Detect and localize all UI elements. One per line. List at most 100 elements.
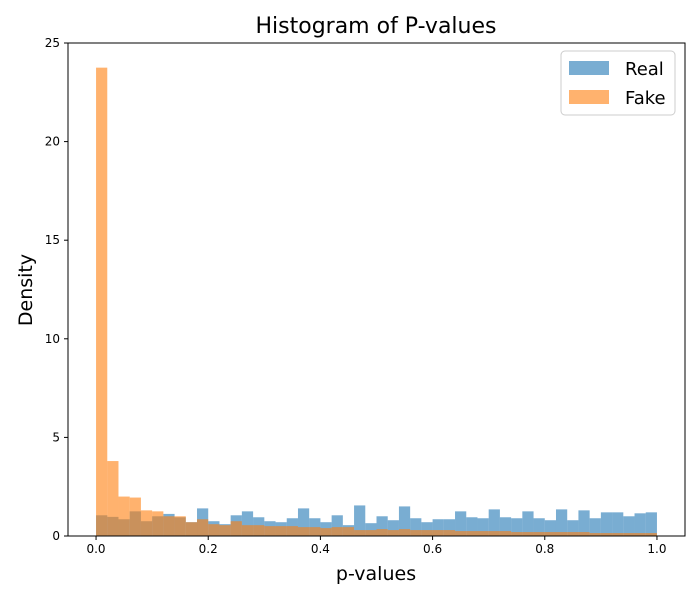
bar-fake <box>365 530 377 536</box>
bar-real <box>533 518 545 536</box>
bar-fake <box>645 533 657 536</box>
bar-real <box>522 511 534 536</box>
bar-fake <box>612 533 624 536</box>
bar-fake <box>443 530 456 536</box>
x-tick-label: 0.0 <box>86 542 105 556</box>
bar-fake <box>152 511 164 536</box>
x-tick-label: 0.2 <box>199 542 218 556</box>
bar-fake <box>140 510 153 536</box>
bar-fake <box>118 496 130 536</box>
x-tick-label: 0.8 <box>535 542 554 556</box>
bar-fake <box>354 530 366 536</box>
bar-real <box>466 517 478 536</box>
bar-fake <box>634 533 646 536</box>
bar-fake <box>264 526 276 536</box>
bar-real <box>499 517 512 536</box>
bar-fake <box>309 527 321 536</box>
bar-real <box>387 520 399 536</box>
series-fake <box>96 67 657 537</box>
chart-title: Histogram of P-values <box>255 14 496 39</box>
bar-fake <box>163 516 175 536</box>
bar-fake <box>466 531 478 536</box>
bar-fake <box>253 525 265 536</box>
y-tick-label: 10 <box>45 332 60 346</box>
bar-fake <box>96 67 108 537</box>
bar-fake <box>477 531 489 536</box>
bar-real <box>398 506 411 536</box>
bar-fake <box>567 532 579 536</box>
bar-fake <box>174 516 186 536</box>
bar-real <box>331 515 343 536</box>
bar-real <box>544 520 556 536</box>
bar-fake <box>208 524 220 536</box>
x-tick-label: 0.4 <box>311 542 330 556</box>
bar-real <box>589 518 601 536</box>
y-axis-label: Density <box>15 254 37 326</box>
bar-real <box>645 512 657 536</box>
bar-fake <box>410 530 422 536</box>
bar-fake <box>432 530 444 536</box>
bar-fake <box>219 525 231 536</box>
bar-fake <box>623 533 635 536</box>
bar-real <box>410 518 422 536</box>
bar-real <box>600 512 613 536</box>
y-tick-label: 20 <box>45 135 60 149</box>
bar-real <box>634 513 646 536</box>
legend-swatch-real <box>569 61 609 75</box>
bar-real <box>241 511 254 536</box>
bar-real <box>567 520 579 536</box>
bar-real <box>376 516 388 536</box>
x-tick-label: 1.0 <box>647 542 666 556</box>
bar-fake <box>533 532 545 536</box>
bar-real <box>443 519 456 536</box>
bar-real <box>623 516 635 536</box>
legend-label-real: Real <box>625 59 664 80</box>
bar-real <box>421 522 433 536</box>
bar-fake <box>488 531 500 536</box>
bar-real <box>309 518 321 536</box>
bar-fake <box>544 532 556 536</box>
y-tick-label: 5 <box>52 430 60 444</box>
bar-fake <box>499 531 512 536</box>
bar-fake <box>455 531 467 536</box>
bar-fake <box>555 532 568 536</box>
y-tick-label: 25 <box>45 36 60 50</box>
bar-fake <box>589 533 601 536</box>
plot-frame <box>67 42 686 537</box>
bar-real <box>511 518 523 536</box>
bar-fake <box>522 532 534 536</box>
bar-fake <box>185 522 198 536</box>
bar-fake <box>398 529 411 536</box>
bar-fake <box>578 532 590 536</box>
x-axis-label: p-values <box>336 563 416 585</box>
legend: Real Fake <box>560 50 676 116</box>
bar-fake <box>387 530 399 536</box>
bar-fake <box>107 461 119 536</box>
bar-fake <box>421 530 433 536</box>
bar-fake <box>241 525 254 536</box>
bar-real <box>297 508 310 536</box>
x-tick-label: 0.6 <box>423 542 442 556</box>
bar-real <box>455 511 467 536</box>
bar-real <box>488 509 500 536</box>
y-axis: 0 5 10 15 20 25 <box>45 36 68 543</box>
bar-fake <box>600 533 613 536</box>
bar-real <box>432 519 444 536</box>
bar-fake <box>342 527 355 536</box>
bar-real <box>612 512 624 536</box>
bar-fake <box>275 526 287 536</box>
y-tick-label: 15 <box>45 233 60 247</box>
bar-fake <box>320 528 332 536</box>
bar-fake <box>297 527 310 536</box>
bar-real <box>578 510 590 536</box>
bar-real <box>354 505 366 536</box>
x-axis: 0.0 0.2 0.4 0.6 0.8 1.0 <box>86 536 667 556</box>
bar-fake <box>230 521 242 536</box>
legend-swatch-fake <box>569 90 609 104</box>
y-tick-label: 0 <box>52 529 60 543</box>
bar-fake <box>197 519 209 536</box>
legend-label-fake: Fake <box>625 88 666 109</box>
bar-real <box>555 509 568 536</box>
bar-fake <box>286 526 298 536</box>
